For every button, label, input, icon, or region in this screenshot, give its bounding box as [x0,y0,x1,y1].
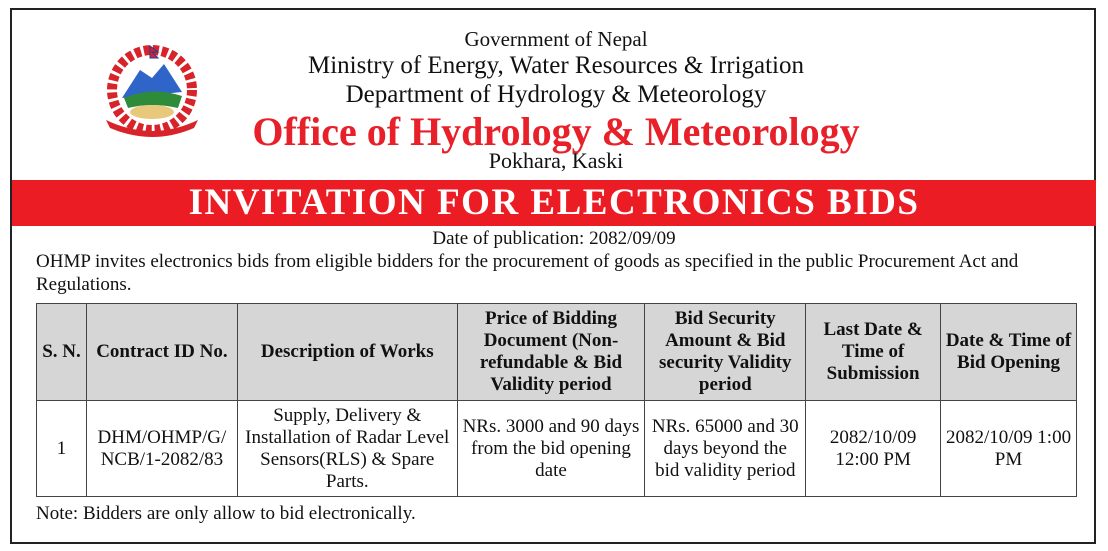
government-name: Government of Nepal [464,27,648,51]
header-document-price: Price of Bidding Document (Non-refundabl… [456,303,646,401]
header-submission: Last Date & Time of Submission [805,303,942,401]
cell-contract-id: DHM/OHMP/G/ NCB/1-2082/83 [85,400,238,497]
header-sn: S. N. [36,303,87,401]
cell-sn: 1 [36,400,87,497]
publication-date: Date of publication: 2082/09/09 [432,228,676,249]
notice-frame [10,8,1096,544]
cell-opening: 2082/10/09 1:00 PM [940,400,1077,497]
header-description: Description of Works [236,303,458,401]
department-name: Department of Hydrology & Meteorology [345,81,767,108]
bid-table: S. N. Contract ID No. Description of Wor… [36,303,1077,497]
intro-text: OHMP invites electronics bids from eligi… [36,251,1019,295]
header-contract-id: Contract ID No. [85,303,238,401]
table-row: 1 DHM/OHMP/G/ NCB/1-2082/83 Supply, Deli… [36,400,1077,497]
office-name: Office of Hydrology & Meteorology [252,109,860,154]
header-bid-security: Bid Security Amount & Bid security Valid… [644,303,807,401]
cell-description: Supply, Delivery & Installation of Radar… [236,400,458,497]
header-opening: Date & Time of Bid Opening [940,303,1077,401]
table-header-row: S. N. Contract ID No. Description of Wor… [36,303,1077,401]
notice-title-banner: INVITATION FOR ELECTRONICS BIDS [12,180,1096,226]
cell-submission: 2082/10/09 12:00 PM [805,400,942,497]
ministry-name: Ministry of Energy, Water Resources & Ir… [307,52,805,79]
cell-bid-security: NRs. 65000 and 30 days beyond the bid va… [644,400,807,497]
nepal-emblem-icon [106,45,198,137]
cell-document-price: NRs. 3000 and 90 days from the bid openi… [456,400,646,497]
note-text: Note: Bidders are only allow to bid elec… [36,503,416,524]
office-location: Pokhara, Kaski [488,148,624,173]
